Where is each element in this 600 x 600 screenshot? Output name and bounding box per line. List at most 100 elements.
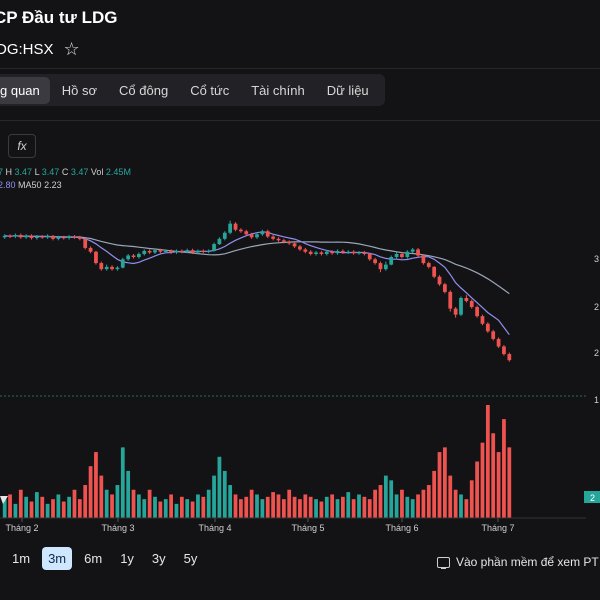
volume-bar bbox=[153, 496, 157, 518]
header-divider bbox=[0, 68, 600, 69]
candle-body bbox=[335, 250, 340, 254]
candle-body bbox=[469, 301, 474, 308]
section-divider bbox=[0, 120, 600, 121]
candle-body bbox=[287, 241, 292, 244]
candle-body bbox=[400, 253, 404, 258]
volume-bar bbox=[459, 494, 463, 518]
candle-body bbox=[174, 250, 179, 253]
open-app-link[interactable]: Vào phần mềm để xem PT bbox=[437, 555, 599, 569]
volume-bar bbox=[507, 447, 512, 518]
volume-bar bbox=[330, 494, 335, 518]
tab-financials[interactable]: Tài chính bbox=[251, 82, 305, 98]
range-1m[interactable]: 1m bbox=[12, 551, 31, 566]
volume-bar bbox=[99, 475, 104, 518]
volume-bar bbox=[239, 499, 243, 518]
range-6m[interactable]: 6m bbox=[84, 551, 103, 566]
tab-bar: g quan Hồ sơ Cổ đông Cổ tức Tài chính Dữ… bbox=[0, 74, 385, 106]
x-tick-label: Tháng 5 bbox=[291, 523, 324, 533]
x-tick-label: Tháng 4 bbox=[198, 523, 231, 533]
volume-bar bbox=[303, 494, 308, 518]
volume-bar bbox=[464, 499, 469, 518]
indicator-fx-button[interactable]: fx bbox=[8, 134, 36, 158]
range-1y[interactable]: 1y bbox=[120, 551, 134, 566]
candle-body bbox=[378, 263, 383, 270]
candle-body bbox=[94, 251, 98, 264]
candle-body bbox=[362, 252, 367, 254]
volume-bar bbox=[421, 489, 426, 518]
volume-bar bbox=[233, 494, 238, 518]
candle-body bbox=[120, 259, 125, 268]
candle-body bbox=[491, 331, 496, 339]
volume-bar bbox=[271, 492, 275, 518]
candle-body bbox=[228, 223, 233, 233]
ohlc-legend: 7 H 3.47 L 3.47 C 3.47 Vol 2.45M bbox=[0, 167, 131, 177]
open-app-label: Vào phần mềm để xem PT bbox=[456, 555, 599, 569]
candle-body bbox=[239, 229, 243, 232]
volume-bar bbox=[18, 489, 23, 518]
volume-bar bbox=[335, 499, 340, 518]
price-chart[interactable]: Tháng 2 Tháng 3 Tháng 4 Tháng 5 Tháng 6 Tháng… bbox=[0, 200, 600, 535]
volume-bar bbox=[110, 494, 114, 518]
volume-bar bbox=[255, 494, 259, 518]
volume-bar bbox=[276, 494, 281, 518]
tab-overview[interactable]: g quan bbox=[0, 76, 50, 104]
candle-body bbox=[324, 251, 329, 254]
volume-bar bbox=[475, 461, 479, 518]
volume-bar bbox=[174, 503, 179, 518]
candle-body bbox=[217, 238, 222, 245]
candle-body bbox=[72, 236, 77, 238]
candle-body bbox=[206, 250, 211, 252]
volume-bar bbox=[24, 496, 29, 518]
volume-bar bbox=[56, 494, 61, 518]
candle-body bbox=[126, 255, 131, 260]
candle-body bbox=[319, 252, 324, 254]
candle-body bbox=[18, 235, 23, 238]
volume-bar bbox=[351, 499, 356, 518]
candle-body bbox=[104, 266, 109, 270]
tab-profile[interactable]: Hồ sơ bbox=[61, 82, 98, 98]
volume-bar bbox=[308, 496, 313, 518]
x-tick-label: Tháng 2 bbox=[5, 523, 38, 533]
monitor-icon bbox=[437, 556, 450, 569]
candle-body bbox=[346, 251, 351, 253]
candle-body bbox=[88, 247, 93, 252]
tab-shareholders[interactable]: Cổ đông bbox=[119, 82, 169, 98]
volume-bar bbox=[453, 489, 458, 518]
ma50-line bbox=[4, 235, 510, 295]
volume-bar bbox=[480, 442, 485, 518]
range-3m[interactable]: 3m bbox=[42, 547, 73, 570]
candle-body bbox=[13, 235, 18, 237]
volume-bar bbox=[72, 489, 77, 518]
candle-body bbox=[77, 237, 82, 239]
volume-bar bbox=[281, 499, 286, 518]
candle-body bbox=[169, 250, 173, 253]
volume-bar bbox=[51, 499, 55, 518]
volume-bar bbox=[40, 496, 45, 518]
y-tick-label: 2 bbox=[594, 302, 599, 312]
page-title: CP Đầu tư LDG bbox=[0, 8, 118, 27]
tab-dividends[interactable]: Cổ tức bbox=[190, 82, 230, 98]
candle-body bbox=[405, 251, 410, 258]
candle-body bbox=[2, 235, 7, 238]
range-5y[interactable]: 5y bbox=[183, 551, 198, 566]
ticker-symbol: DG:HSX bbox=[0, 40, 54, 58]
volume-bar bbox=[83, 485, 88, 518]
candle-body bbox=[367, 253, 372, 260]
volume-bar bbox=[373, 489, 377, 518]
volume-bar bbox=[77, 499, 82, 518]
volume-badge bbox=[584, 491, 600, 503]
tab-data[interactable]: Dữ liệu bbox=[326, 82, 369, 98]
volume-bar bbox=[222, 470, 227, 518]
star-icon[interactable]: ☆ bbox=[63, 39, 80, 59]
candle-body bbox=[260, 231, 265, 235]
volume-bar bbox=[115, 485, 120, 518]
volume-bar bbox=[169, 494, 173, 518]
candle-body bbox=[201, 250, 206, 252]
candle-body bbox=[426, 263, 431, 267]
volume-bar bbox=[61, 501, 66, 518]
candle-body bbox=[137, 253, 141, 258]
range-3y[interactable]: 3y bbox=[151, 551, 166, 566]
volume-bar bbox=[298, 499, 302, 518]
ma-short-line bbox=[4, 231, 510, 336]
candle-body bbox=[249, 234, 254, 238]
